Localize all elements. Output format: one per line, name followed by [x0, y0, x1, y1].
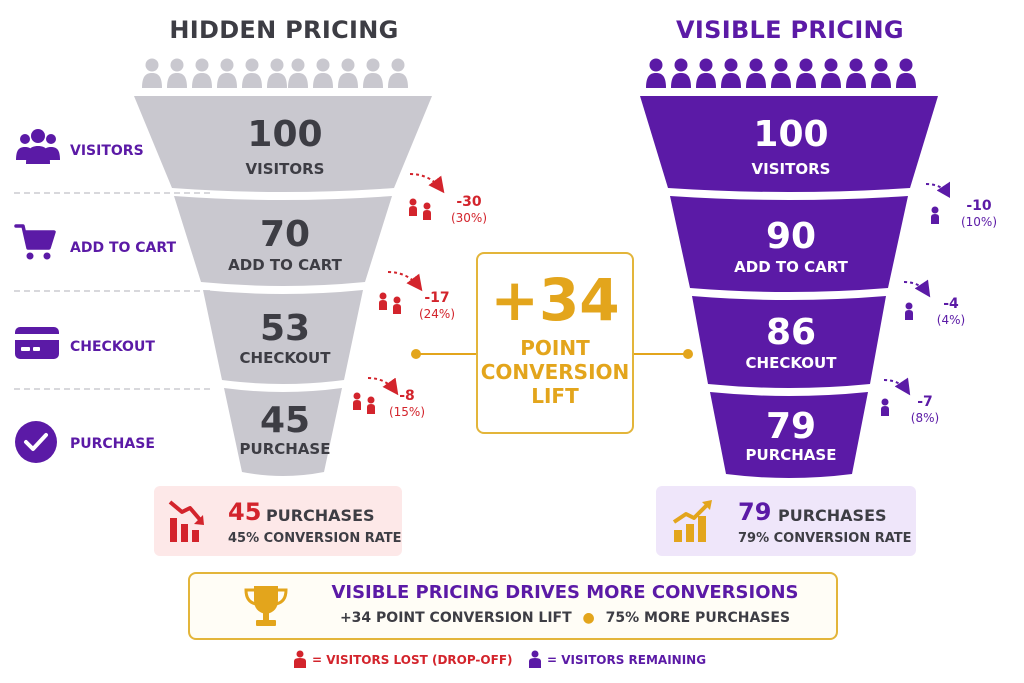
hidden-funnel-stage-checkout	[203, 290, 363, 384]
stage-divider	[14, 192, 210, 194]
conversion-lift-box: +34 POINT CONVERSION LIFT	[476, 252, 634, 434]
person-purple-icon	[529, 650, 541, 668]
hidden-result-unit: PURCHASES	[266, 506, 375, 525]
shopping-cart-icon	[14, 224, 56, 260]
hidden-visitors-people-row	[142, 58, 408, 88]
drop-percent: (8%)	[910, 411, 940, 425]
people-group-icon	[16, 129, 60, 164]
stage-divider	[14, 388, 210, 390]
drop-value: -30	[456, 194, 482, 210]
hidden-drop-add-to-cart: -17 (24%)	[412, 290, 462, 322]
hidden-funnel-stage-add-to-cart	[174, 196, 392, 286]
visible-visitors-people-row	[646, 58, 916, 88]
hidden-funnel-stage-visitors	[134, 96, 432, 192]
hidden-value-purchase: 45	[259, 400, 311, 441]
hidden-pricing-title: HIDDEN PRICING	[169, 16, 399, 44]
drop-percent: (24%)	[418, 307, 456, 321]
hidden-value-checkout: 53	[259, 308, 311, 349]
drop-percent: (4%)	[936, 313, 966, 327]
visible-funnel-stage-add-to-cart	[670, 196, 908, 292]
chart-down-icon	[168, 500, 204, 542]
check-circle-icon	[15, 421, 57, 463]
lift-line-lift: LIFT	[531, 384, 579, 408]
drop-percent: (30%)	[450, 211, 488, 225]
summary-separator-dot: ●	[582, 610, 595, 626]
drop-value: -17	[424, 290, 450, 306]
hidden-result-count: 45	[228, 498, 262, 526]
hidden-dropoff-arrows	[353, 173, 445, 414]
hidden-funnel	[134, 96, 432, 476]
visible-drop-checkout: -7 (8%)	[902, 394, 948, 426]
visible-drop-visitors: -10 (10%)	[956, 198, 1002, 230]
visible-funnel	[640, 96, 938, 478]
summary-detail-lift: +34 POINT CONVERSION LIFT	[339, 610, 572, 626]
drop-value: -7	[917, 394, 933, 410]
visible-label-add-to-cart: ADD TO CART	[734, 258, 848, 276]
legend-lost-label: = VISITORS LOST (DROP-OFF)	[312, 653, 513, 667]
drop-value: -4	[943, 296, 959, 312]
hidden-funnel-stage-purchase	[224, 388, 342, 476]
visible-label-purchase: PURCHASE	[745, 446, 837, 464]
hidden-label-checkout: CHECKOUT	[239, 349, 331, 367]
hidden-drop-checkout: -8 (15%)	[382, 388, 432, 420]
visible-funnel-stage-checkout	[692, 296, 886, 388]
credit-card-icon	[15, 327, 59, 359]
drop-percent: (10%)	[960, 215, 998, 229]
visible-label-visitors: VISITORS	[751, 160, 831, 178]
visible-result-count: 79	[738, 498, 772, 526]
legend-remaining-label: = VISITORS REMAINING	[547, 653, 707, 667]
lift-connectors	[411, 349, 693, 359]
hidden-drop-visitors: -30 (30%)	[444, 194, 494, 226]
visible-result-unit: PURCHASES	[778, 506, 887, 525]
visible-value-checkout: 86	[765, 312, 817, 353]
visible-result-card: 79 PURCHASES 79% CONVERSION RATE	[656, 486, 916, 556]
visible-value-purchase: 79	[765, 406, 817, 447]
lift-line-point: POINT	[520, 336, 590, 360]
summary-detail-purchases: 75% MORE PURCHASES	[605, 610, 791, 626]
drop-percent: (15%)	[388, 405, 426, 419]
stage-divider	[14, 290, 210, 292]
visible-pricing-title: VISIBLE PRICING	[676, 16, 904, 44]
visible-value-add-to-cart: 90	[765, 216, 817, 257]
visible-result-rate: 79% CONVERSION RATE	[738, 531, 912, 546]
stage-label-purchase: PURCHASE	[70, 436, 155, 452]
hidden-result-rate: 45% CONVERSION RATE	[228, 531, 402, 546]
summary-details: +34 POINT CONVERSION LIFT ● 75% MORE PUR…	[300, 610, 830, 626]
visible-drop-add-to-cart: -4 (4%)	[928, 296, 974, 328]
hidden-value-add-to-cart: 70	[259, 214, 311, 255]
drop-value: -10	[966, 198, 992, 214]
chart-up-icon	[672, 500, 712, 542]
stage-label-add-to-cart: ADD TO CART	[70, 240, 177, 256]
visible-value-visitors: 100	[753, 114, 829, 155]
hidden-label-add-to-cart: ADD TO CART	[228, 256, 342, 274]
hidden-value-visitors: 100	[247, 114, 323, 155]
hidden-result-card: 45 PURCHASES 45% CONVERSION RATE	[154, 486, 402, 556]
trophy-icon	[244, 586, 288, 626]
drop-value: -8	[399, 388, 415, 404]
lift-value: +34	[490, 266, 620, 334]
stage-label-visitors: VISITORS	[70, 143, 144, 159]
hidden-label-visitors: VISITORS	[245, 160, 325, 178]
summary-headline: VISIBLE PRICING DRIVES MORE CONVERSIONS	[331, 582, 799, 603]
person-red-icon	[294, 650, 306, 668]
stage-label-checkout: CHECKOUT	[70, 339, 155, 355]
visible-label-checkout: CHECKOUT	[745, 354, 837, 372]
visible-funnel-stage-purchase	[710, 392, 868, 478]
hidden-label-purchase: PURCHASE	[239, 440, 331, 458]
lift-line-conversion: CONVERSION	[480, 360, 630, 384]
visible-funnel-stage-visitors	[640, 96, 938, 192]
visible-dropoff-arrows	[881, 181, 950, 416]
summary-banner: VISIBLE PRICING DRIVES MORE CONVERSIONS …	[188, 572, 838, 640]
